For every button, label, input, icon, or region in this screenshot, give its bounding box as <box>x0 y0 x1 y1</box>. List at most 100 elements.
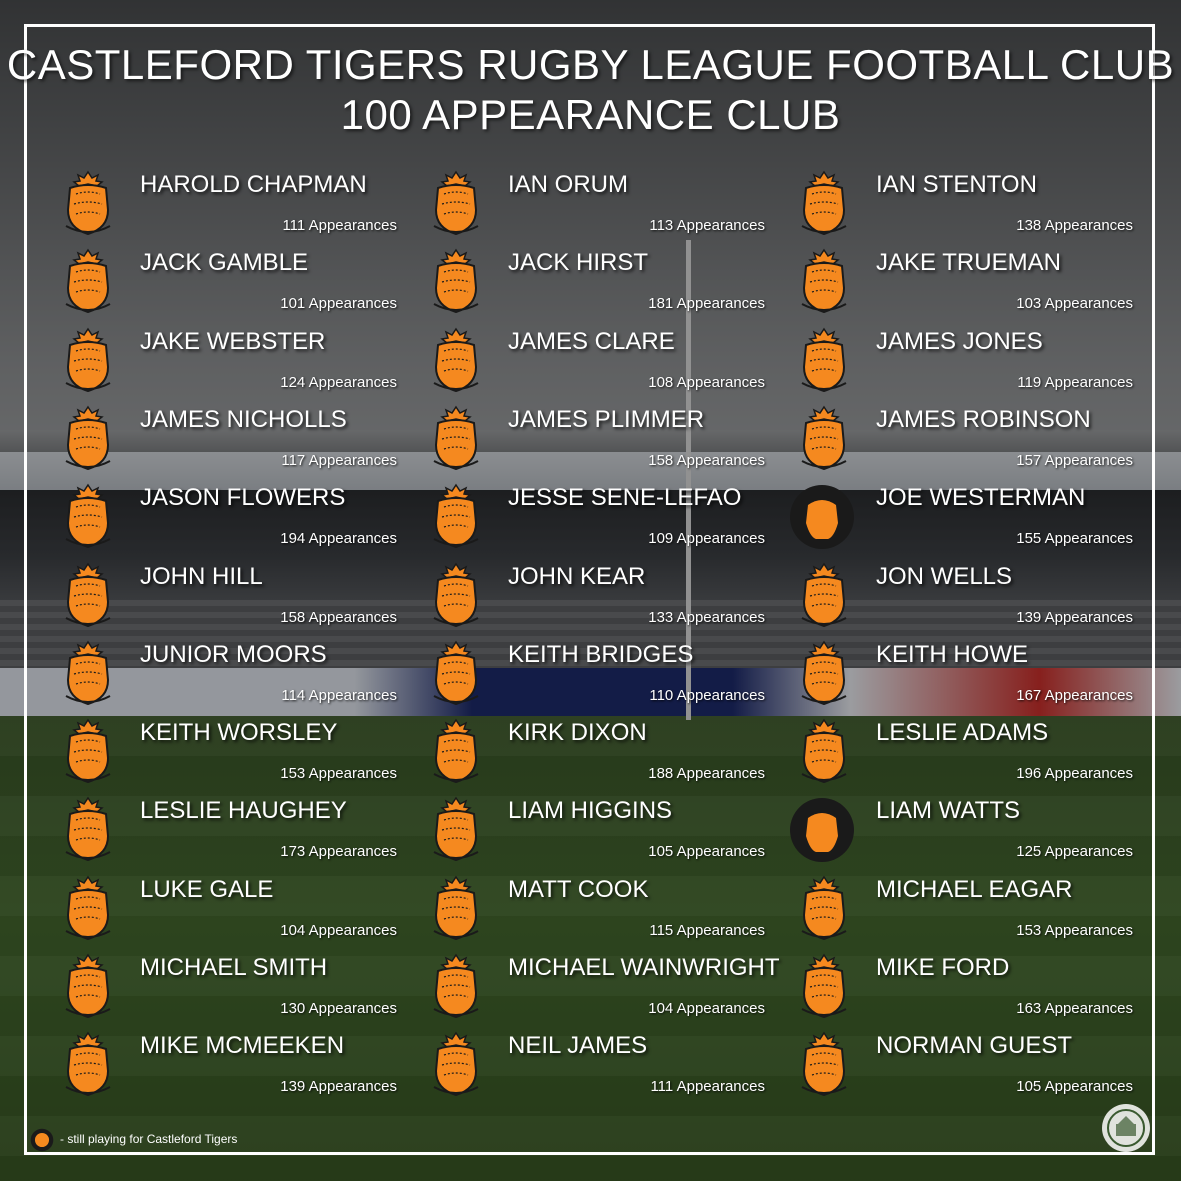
stand-sponsor-board <box>0 452 1181 490</box>
crest-icon <box>65 327 111 393</box>
crest-icon <box>433 1031 479 1097</box>
crest-icon <box>65 875 111 941</box>
crest-icon <box>433 718 479 784</box>
crest-icon <box>801 405 847 471</box>
player-appearances: 194 Appearances <box>280 530 397 547</box>
player-appearances: 181 Appearances <box>648 295 765 312</box>
player-entry: JAMES PLIMMER 158 Appearances <box>428 401 788 479</box>
player-name: JOHN KEAR <box>508 563 646 590</box>
player-appearances: 167 Appearances <box>1016 687 1133 704</box>
player-appearances: 115 Appearances <box>649 922 765 939</box>
player-entry: IAN ORUM 113 Appearances <box>428 166 788 244</box>
player-entry: NORMAN GUEST 105 Appearances <box>796 1027 1156 1105</box>
player-appearances: 173 Appearances <box>280 843 397 860</box>
crest-icon <box>433 640 479 706</box>
stand-roof <box>0 430 1181 452</box>
current-player-logo-icon <box>790 485 854 549</box>
player-appearances: 157 Appearances <box>1016 452 1133 469</box>
crest-icon <box>433 562 479 628</box>
crest-icon <box>801 875 847 941</box>
title-line-2: 100 APPEARANCE CLUB <box>340 91 841 138</box>
player-entry: MIKE MCMEEKEN 139 Appearances <box>60 1027 420 1105</box>
player-name: NORMAN GUEST <box>876 1032 1073 1059</box>
crest-icon <box>801 170 847 236</box>
player-name: MICHAEL WAINWRIGHT <box>508 954 780 981</box>
legend-text: - still playing for Castleford Tigers <box>60 1132 238 1146</box>
player-entry: JAMES CLARE 108 Appearances <box>428 323 788 401</box>
player-name: JESSE SENE-LEFAO <box>508 484 742 511</box>
terrace <box>0 600 1181 670</box>
player-entry: JOHN HILL 158 Appearances <box>60 558 420 636</box>
player-entry: MATT COOK 115 Appearances <box>428 871 788 949</box>
player-name: JAMES NICHOLLS <box>140 406 347 433</box>
crest-icon <box>433 796 479 862</box>
page-title: CASTLEFORD TIGERS RUGBY LEAGUE FOOTBALL … <box>0 40 1181 140</box>
crest-icon <box>801 640 847 706</box>
player-name: JAKE WEBSTER <box>140 328 326 355</box>
player-name: IAN STENTON <box>876 171 1037 198</box>
crest-icon <box>65 248 111 314</box>
player-appearances: 105 Appearances <box>648 843 765 860</box>
crest-icon <box>801 562 847 628</box>
player-name: JAKE TRUEMAN <box>876 249 1061 276</box>
player-name: IAN ORUM <box>508 171 628 198</box>
white-frame <box>24 24 1155 1155</box>
player-name: KEITH WORSLEY <box>140 719 338 746</box>
player-entry: MICHAEL SMITH 130 Appearances <box>60 949 420 1027</box>
player-appearances: 158 Appearances <box>648 452 765 469</box>
crest-icon <box>65 405 111 471</box>
player-entry: JOHN KEAR 133 Appearances <box>428 558 788 636</box>
player-entry: JAMES ROBINSON 157 Appearances <box>796 401 1156 479</box>
player-entry: LIAM WATTS 125 Appearances <box>790 792 1156 870</box>
player-entry: IAN STENTON 138 Appearances <box>796 166 1156 244</box>
player-appearances: 113 Appearances <box>649 217 765 234</box>
player-name: MIKE FORD <box>876 954 1010 981</box>
player-entry: KEITH HOWE 167 Appearances <box>796 636 1156 714</box>
heritage-badge-icon <box>1102 1104 1150 1152</box>
player-name: MICHAEL EAGAR <box>876 876 1073 903</box>
player-name: LIAM WATTS <box>876 797 1020 824</box>
player-appearances: 188 Appearances <box>648 765 765 782</box>
player-entry: LESLIE HAUGHEY 173 Appearances <box>60 792 420 870</box>
crest-icon <box>433 953 479 1019</box>
player-entry: JASON FLOWERS 194 Appearances <box>60 479 420 557</box>
player-name: LESLIE HAUGHEY <box>140 797 347 824</box>
player-appearances: 163 Appearances <box>1016 1000 1133 1017</box>
crest-icon <box>433 405 479 471</box>
player-entry: KIRK DIXON 188 Appearances <box>428 714 788 792</box>
crest-icon <box>65 170 111 236</box>
crest-icon <box>65 796 111 862</box>
player-appearances: 111 Appearances <box>282 217 397 234</box>
player-appearances: 105 Appearances <box>1016 1078 1133 1095</box>
player-name: JUNIOR MOORS <box>140 641 327 668</box>
crest-icon <box>65 562 111 628</box>
crest-icon <box>433 327 479 393</box>
player-name: JON WELLS <box>876 563 1013 590</box>
player-appearances: 153 Appearances <box>1016 922 1133 939</box>
player-name: JOE WESTERMAN <box>876 484 1086 511</box>
player-appearances: 155 Appearances <box>1016 530 1133 547</box>
player-appearances: 101 Appearances <box>280 295 397 312</box>
player-appearances: 119 Appearances <box>1017 374 1133 391</box>
title-line-1: CASTLEFORD TIGERS RUGBY LEAGUE FOOTBALL … <box>6 41 1175 88</box>
crest-icon <box>65 953 111 1019</box>
player-appearances: 130 Appearances <box>280 1000 397 1017</box>
player-entry: JACK GAMBLE 101 Appearances <box>60 244 420 322</box>
goal-post <box>686 240 691 720</box>
player-appearances: 104 Appearances <box>648 1000 765 1017</box>
player-appearances: 196 Appearances <box>1016 765 1133 782</box>
pitch <box>0 716 1181 1181</box>
player-name: KIRK DIXON <box>508 719 647 746</box>
player-column: HAROLD CHAPMAN 111 Appearances JACK GAMBLE… <box>60 166 420 1106</box>
player-entry: JACK HIRST 181 Appearances <box>428 244 788 322</box>
player-column: IAN ORUM 113 Appearances JACK HIRST 181 App… <box>428 166 788 1106</box>
player-appearances: 109 Appearances <box>648 530 765 547</box>
player-entry: LESLIE ADAMS 196 Appearances <box>796 714 1156 792</box>
stand-interior <box>0 490 1181 600</box>
player-name: LUKE GALE <box>140 876 274 903</box>
player-entry: JON WELLS 139 Appearances <box>796 558 1156 636</box>
player-appearances: 104 Appearances <box>280 922 397 939</box>
player-name: JACK HIRST <box>508 249 649 276</box>
